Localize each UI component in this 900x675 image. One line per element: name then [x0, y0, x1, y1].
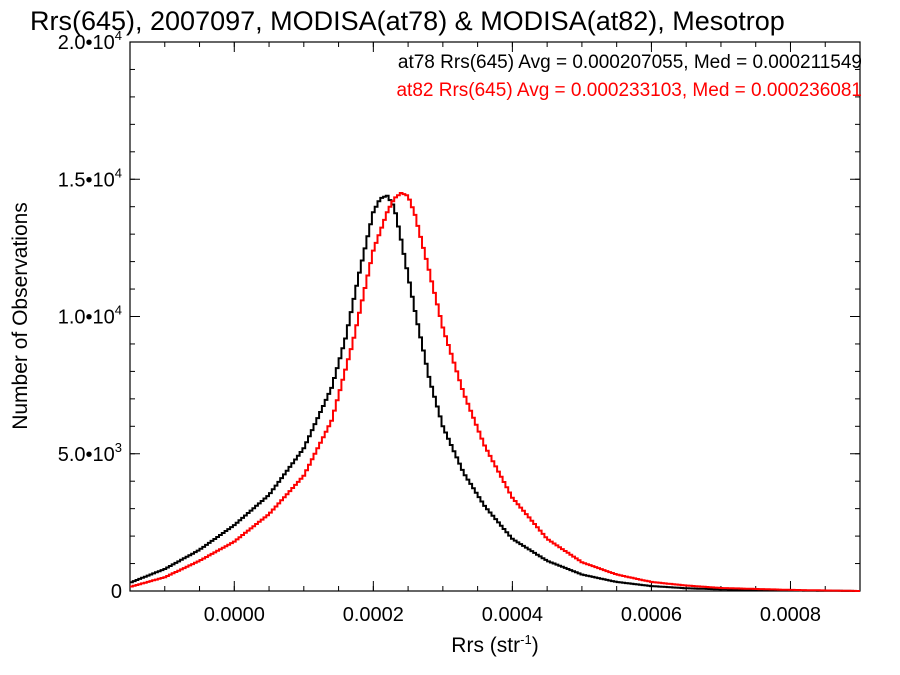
y-tick-label-exponent: 4: [115, 165, 122, 180]
y-tick-label-base: 1.0•10: [58, 307, 115, 329]
y-tick-label: 5.0•103: [58, 440, 122, 466]
y-tick-label: 1.5•104: [58, 165, 122, 191]
x-axis-label-close: ): [532, 634, 539, 657]
legend-entry-at78: at78 Rrs(645) Avg = 0.000207055, Med = 0…: [398, 52, 862, 73]
y-axis-label: Number of Observations: [9, 202, 32, 430]
x-tick-label: 0.0004: [482, 604, 543, 626]
series-line-at82: [130, 192, 860, 592]
y-tick-label: 2.0•104: [58, 28, 122, 54]
plot-frame: [129, 41, 861, 592]
y-tick-label-exponent: 4: [115, 28, 122, 43]
x-axis: 0.0000 0.0002 0.0004 0.0006 0.0008: [164, 42, 861, 626]
y-tick-label-base: 1.5•10: [58, 169, 115, 191]
x-axis-label-main: Rrs (str: [451, 634, 520, 657]
y-tick-label: 1.0•104: [58, 303, 122, 329]
y-tick-label-exponent: 3: [115, 440, 122, 455]
x-tick-label: 0.0002: [343, 604, 404, 626]
series-layer: [130, 192, 860, 592]
chart-title: Rrs(645), 2007097, MODISA(at78) & MODISA…: [30, 6, 785, 36]
series-line-at78: [130, 194, 860, 592]
y-tick-label-exponent: 4: [115, 303, 122, 318]
x-tick-label: 0.0006: [621, 604, 682, 626]
y-tick-label-base: 0: [111, 581, 122, 603]
x-tick-label: 0.0008: [760, 604, 821, 626]
y-tick-label: 0: [111, 581, 122, 603]
x-axis-label: Rrs (str-1): [451, 632, 538, 657]
legend-entry-at82: at82 Rrs(645) Avg = 0.000233103, Med = 0…: [396, 80, 862, 101]
y-tick-label-base: 2.0•10: [58, 32, 115, 54]
x-tick-label: 0.0000: [204, 604, 265, 626]
x-axis-label-exponent: -1: [520, 632, 532, 647]
y-tick-label-base: 5.0•10: [58, 444, 115, 466]
